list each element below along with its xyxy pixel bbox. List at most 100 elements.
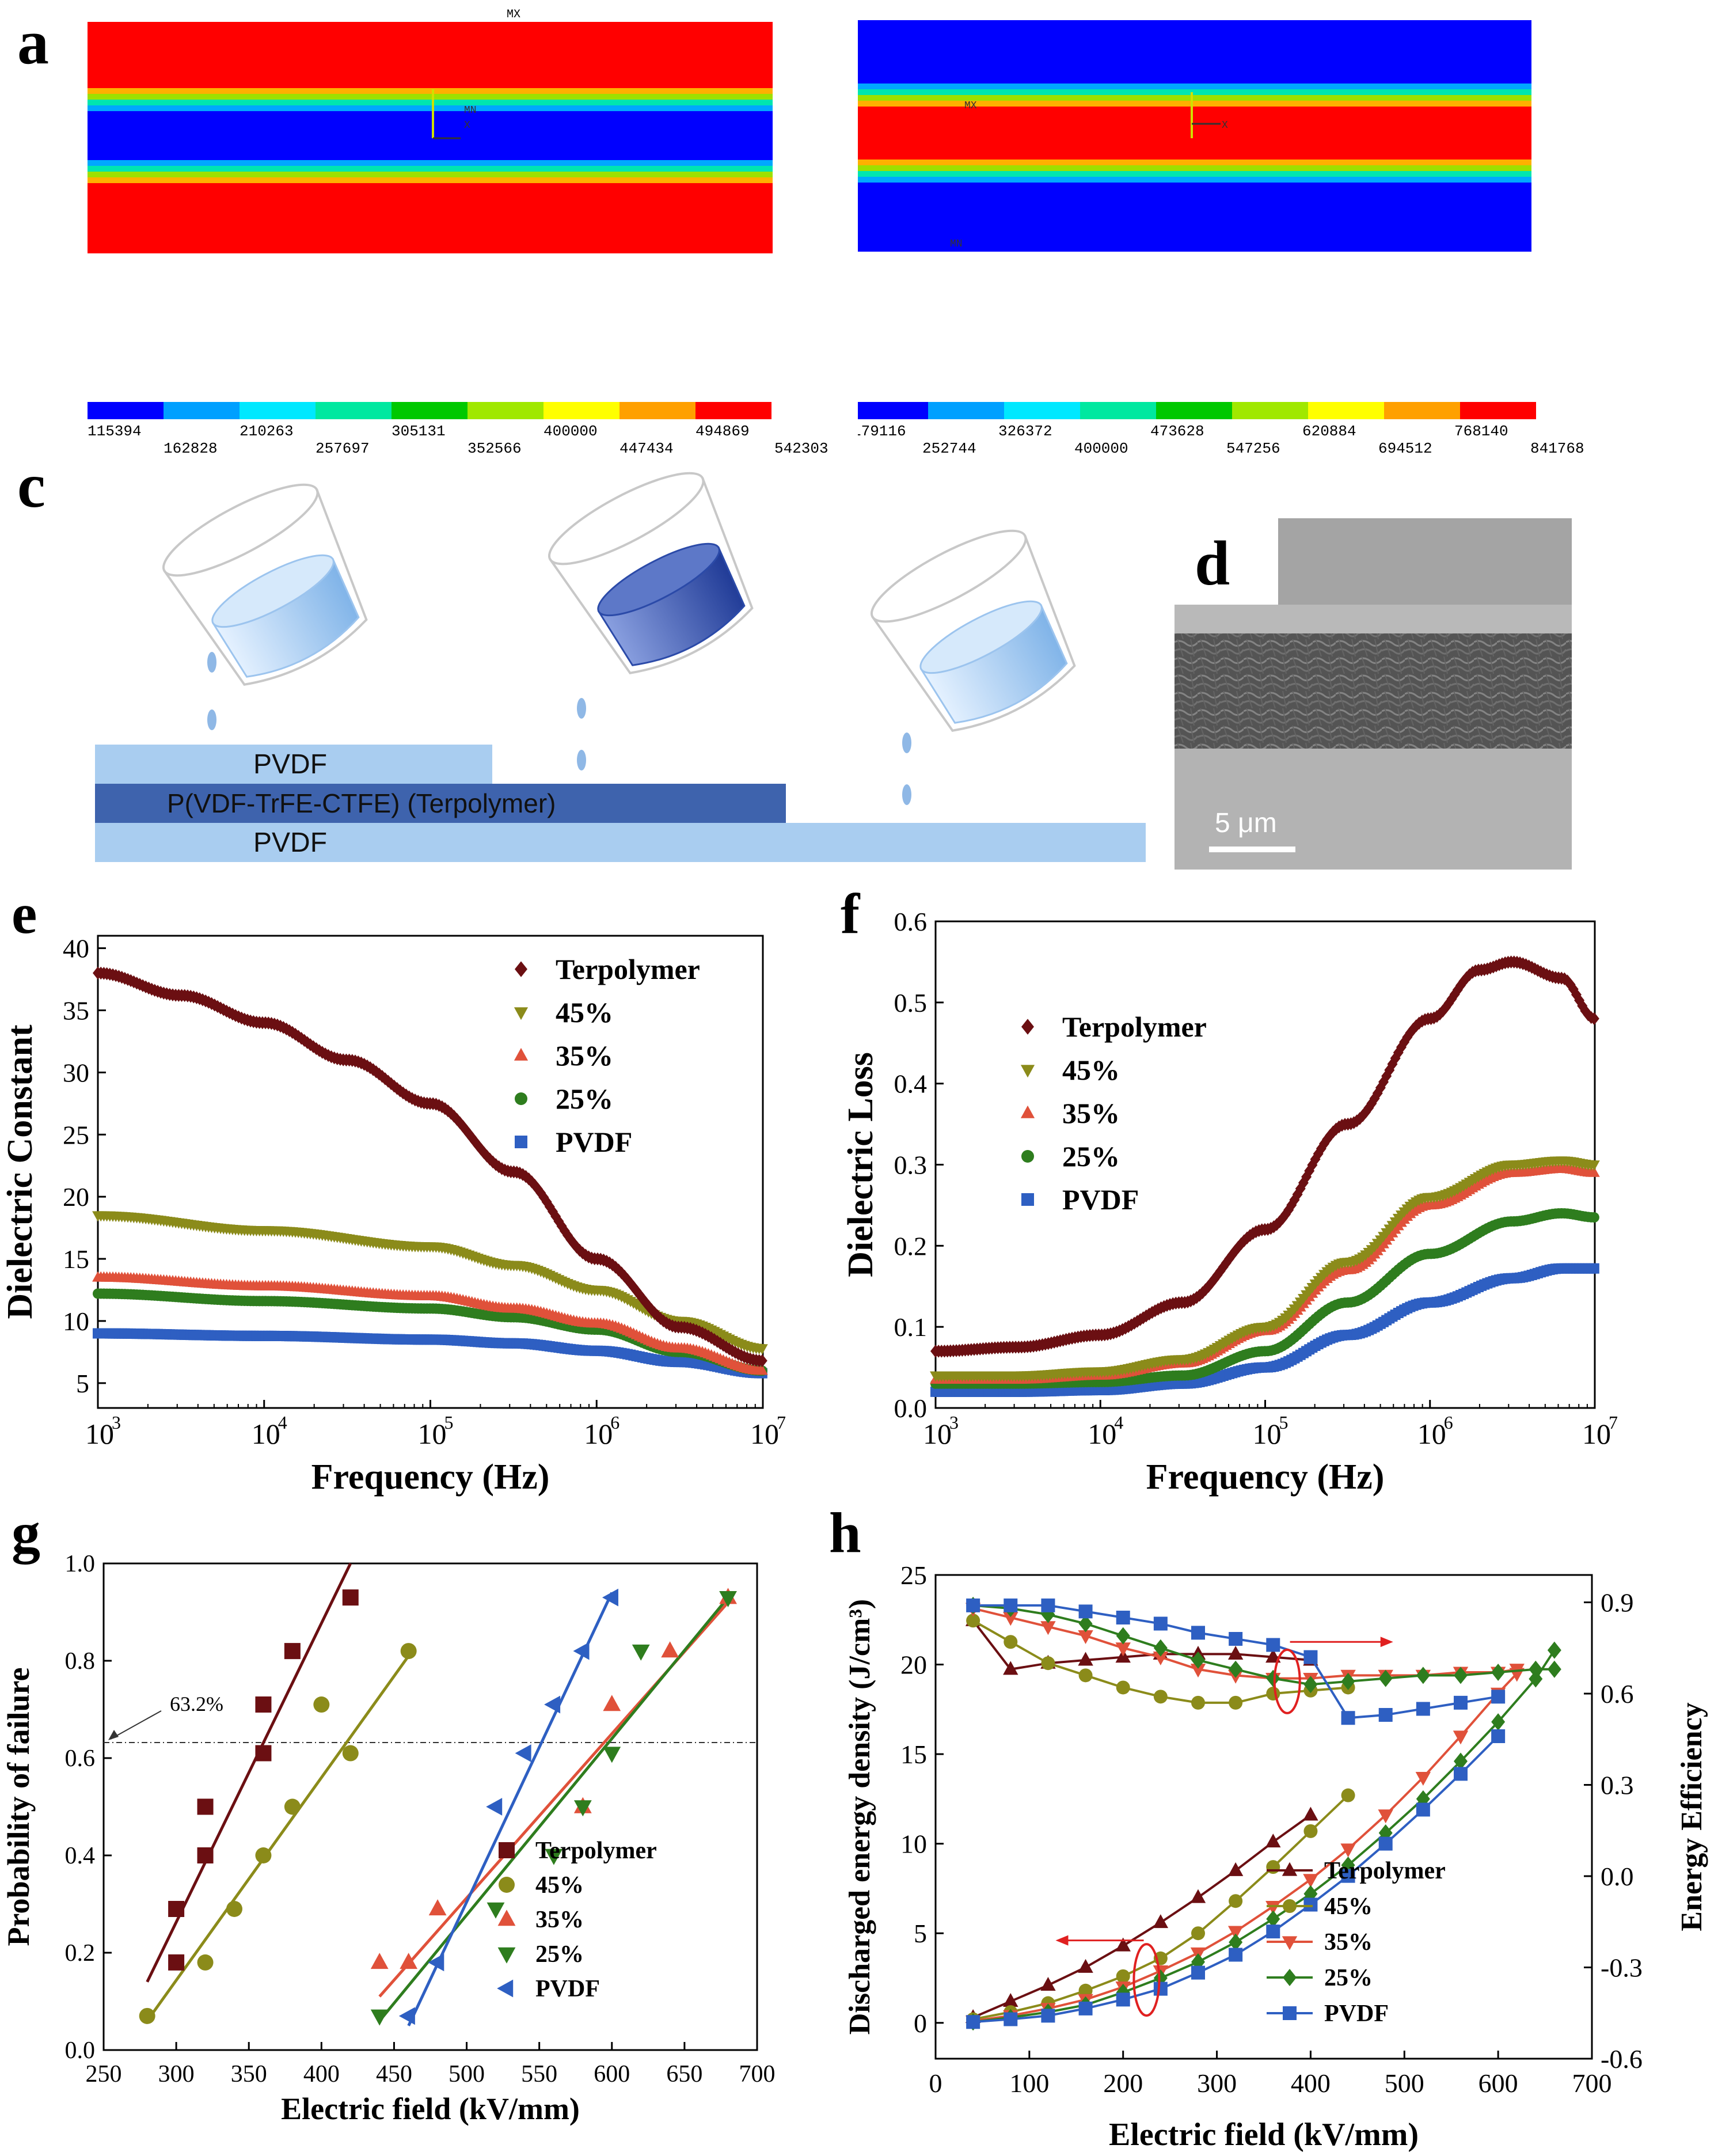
colorbar-a-value-4: 305131: [392, 423, 446, 440]
legend-marker-h-pvdf: [1283, 2006, 1297, 2020]
efficiency-point-terpolymer: [1078, 1652, 1093, 1666]
x-tick-label-g: 650: [666, 2061, 702, 2087]
legend-marker-f-p35: [1020, 1105, 1035, 1118]
data-point-f-terpolymer: [1446, 992, 1457, 1005]
x-tick-label-g: 250: [86, 2061, 122, 2087]
efficiency-point-p45: [1153, 1690, 1168, 1704]
y-tick-label-g: 1.0: [65, 1551, 96, 1577]
y-tick-label-f: 0.5: [894, 988, 928, 1018]
y-tick-label-e: 35: [63, 996, 89, 1025]
y-tick-label-h: 0: [914, 2009, 927, 2038]
data-point-f-terpolymer: [1221, 1256, 1232, 1270]
legend-marker-e-terpolymer: [515, 961, 527, 977]
data-point-g-p25: [545, 1848, 563, 1865]
efficiency-point-p35: [1190, 1664, 1206, 1678]
layer-bottom-pvdf-label: PVDF: [253, 828, 327, 858]
efficiency-point-p45: [1229, 1695, 1243, 1710]
efficiency-point-pvdf: [1266, 1638, 1280, 1652]
y-tick-label-g: 0.4: [65, 1843, 96, 1869]
x-tick-label-h: 100: [1009, 2068, 1049, 2098]
data-point-f-terpolymer: [1393, 1046, 1404, 1060]
legend-label-h-p45: 45%: [1324, 1893, 1373, 1920]
data-point-g-p45: [400, 1643, 417, 1660]
efficiency-point-p45: [1078, 1668, 1093, 1683]
legend-marker-g-p25: [497, 1947, 516, 1964]
data-point-f-terpolymer: [1318, 1137, 1329, 1151]
legend-marker-e-p25: [515, 1092, 527, 1105]
data-point-f-terpolymer: [1568, 982, 1579, 996]
legend-marker-h-terpolymer: [1282, 1862, 1298, 1876]
efficiency-point-p35: [1115, 1642, 1131, 1657]
colorbar-b-value-1: 252744: [922, 440, 976, 457]
data-point-f-p25: [1588, 1212, 1599, 1223]
data-point-f-terpolymer: [1440, 1001, 1451, 1014]
energy-highlight-ellipse: [1132, 1943, 1161, 2017]
y-tick-label-h: 5: [914, 1919, 927, 1948]
panel-b-contour: b MX MN X: [858, 20, 1584, 457]
data-point-g-p45: [255, 1847, 272, 1863]
energy-point-pvdf: [1416, 1802, 1430, 1817]
data-point-g-p25: [370, 2009, 389, 2026]
energy-point-terpolymer: [1265, 1834, 1281, 1848]
data-point-g-terpolymer: [168, 1954, 185, 1971]
x-tick-label-e: 10: [750, 1418, 779, 1450]
panel-d-label: d: [1195, 528, 1230, 598]
efficiency-point-p35: [1153, 1652, 1169, 1666]
reference-annotation-arrowhead: [108, 1729, 119, 1740]
x-tick-exponent-f: 7: [1609, 1412, 1618, 1433]
legend-marker-e-p45: [514, 1007, 529, 1020]
y2-tick-label-h: 0.6: [1601, 1679, 1634, 1709]
energy-line-terpolymer: [972, 1814, 1312, 2019]
energy-point-p45: [1229, 1894, 1243, 1908]
energy-point-pvdf: [1491, 1729, 1506, 1743]
efficiency-point-pvdf: [1116, 1610, 1130, 1624]
efficiency-point-p45: [1041, 1656, 1055, 1671]
y-tick-label-f: 0.0: [894, 1394, 928, 1423]
legend-label-h-p25: 25%: [1324, 1965, 1373, 1991]
energy-point-p25: [1547, 1641, 1561, 1659]
data-point-f-terpolymer: [1289, 1193, 1300, 1206]
y2-axis-label-h: Energy Efficiency: [1675, 1702, 1708, 1931]
data-point-g-p45: [342, 1745, 359, 1762]
energy-point-pvdf: [966, 2015, 980, 2029]
energy-point-p35: [1340, 1843, 1356, 1858]
panel-c-label: c: [17, 450, 45, 521]
data-point-g-p45: [197, 1954, 214, 1971]
energy-point-p25: [1266, 1910, 1280, 1928]
efficiency-point-pvdf: [1229, 1631, 1243, 1646]
data-point-g-p35: [370, 1953, 389, 1969]
efficiency-point-p45: [1191, 1695, 1205, 1710]
data-point-g-pvdf: [573, 1642, 590, 1660]
reference-annotation-arrow: [110, 1710, 162, 1740]
x-tick-label-f: 10: [1088, 1418, 1116, 1450]
x-tick-label-e: 10: [85, 1418, 114, 1450]
x-tick-label-g: 700: [739, 2061, 776, 2087]
legend-label-h-pvdf: PVDF: [1324, 2001, 1389, 2027]
data-point-e-terpolymer: [466, 1131, 477, 1144]
plot-frame: [934, 1574, 1593, 2060]
x-tick-label-e: 10: [584, 1418, 613, 1450]
x-tick-exponent-f: 3: [949, 1412, 959, 1433]
data-point-g-p25: [486, 1902, 505, 1919]
x-tick-exponent-e: 6: [610, 1412, 619, 1433]
x-tick-exponent-f: 6: [1444, 1412, 1453, 1433]
energy-point-pvdf: [1004, 2012, 1018, 2026]
y-tick-label-g: 0.2: [65, 1940, 96, 1967]
x-axis-label-f: Frequency (Hz): [1146, 1457, 1385, 1497]
efficiency-point-pvdf: [1303, 1650, 1318, 1664]
data-point-e-terpolymer: [628, 1280, 639, 1294]
energy-point-p35: [1227, 1926, 1244, 1940]
beaker-left-icon: [162, 483, 368, 686]
efficiency-point-pvdf: [1454, 1695, 1468, 1710]
data-point-e-p45: [756, 1344, 768, 1355]
energy-point-p35: [1303, 1874, 1318, 1888]
panel-b-mn: MN: [950, 238, 963, 250]
energy-point-p45: [1191, 1926, 1205, 1941]
y-tick-label-e: 20: [63, 1182, 89, 1212]
data-point-f-terpolymer: [1369, 1092, 1380, 1105]
y-axis-label-f: Dielectric Loss: [841, 1052, 880, 1277]
x-tick-label-h: 200: [1103, 2068, 1143, 2098]
legend-label-e-pvdf: PVDF: [556, 1126, 632, 1158]
data-point-e-terpolymer: [562, 1228, 573, 1242]
data-point-g-terpolymer: [255, 1696, 272, 1713]
